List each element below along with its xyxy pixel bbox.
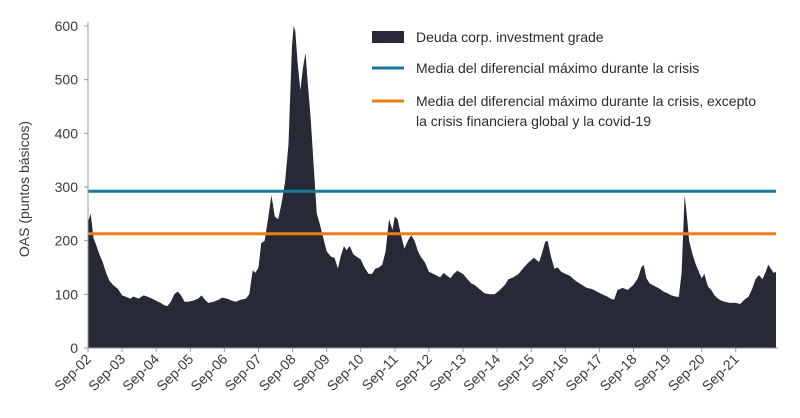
legend-swatch-area bbox=[372, 31, 404, 43]
y-tick-label: 500 bbox=[55, 72, 79, 88]
x-tick-label: Sep-18 bbox=[596, 351, 639, 394]
x-tick-labels: Sep-02Sep-03Sep-04Sep-05Sep-06Sep-07Sep-… bbox=[51, 348, 742, 394]
reference-lines-layer bbox=[88, 189, 776, 236]
x-tick-label: Sep-14 bbox=[460, 351, 503, 394]
x-tick-label: Sep-12 bbox=[392, 351, 435, 394]
x-tick-label: Sep-08 bbox=[255, 351, 298, 394]
x-tick-label: Sep-09 bbox=[290, 351, 333, 394]
legend-label-area: Deuda corp. investment grade bbox=[416, 29, 604, 45]
y-tick-label: 200 bbox=[55, 233, 79, 249]
y-tick-label: 300 bbox=[55, 179, 79, 195]
legend-label-max-excl-line-2: la crisis financiera global y la covid-1… bbox=[416, 113, 651, 129]
y-tick-labels: 0 100 200 300 400 500 600 bbox=[55, 18, 88, 356]
x-tick-label: Sep-02 bbox=[51, 351, 94, 394]
x-tick-label: Sep-20 bbox=[665, 351, 708, 394]
x-tick-label: Sep-19 bbox=[630, 351, 673, 394]
x-tick-label: Sep-06 bbox=[187, 351, 230, 394]
x-tick-label: Sep-13 bbox=[426, 351, 469, 394]
x-tick-label: Sep-15 bbox=[494, 351, 537, 394]
axes bbox=[87, 22, 778, 349]
y-axis-title: OAS (puntos básicos) bbox=[16, 121, 32, 257]
y-tick-label: 400 bbox=[55, 125, 79, 141]
legend-label-max-excl-line-1: Media del diferencial máximo durante la … bbox=[416, 93, 756, 109]
y-tick-label: 0 bbox=[70, 340, 78, 356]
area-series-oas bbox=[88, 26, 776, 348]
x-tick-label: Sep-05 bbox=[153, 351, 196, 394]
x-tick-label: Sep-07 bbox=[221, 351, 264, 394]
legend-label-max-line: Media del diferencial máximo durante la … bbox=[416, 60, 699, 76]
x-tick-label: Sep-04 bbox=[119, 351, 162, 394]
x-tick-label: Sep-21 bbox=[699, 351, 742, 394]
x-tick-label: Sep-10 bbox=[324, 351, 367, 394]
area-series-layer bbox=[88, 26, 776, 348]
x-tick-label: Sep-17 bbox=[562, 351, 605, 394]
legend: Deuda corp. investment grade Media del d… bbox=[372, 29, 756, 129]
x-tick-label: Sep-03 bbox=[85, 351, 128, 394]
y-tick-label: 100 bbox=[55, 286, 79, 302]
y-tick-label: 600 bbox=[55, 18, 79, 34]
x-tick-label: Sep-16 bbox=[528, 351, 571, 394]
